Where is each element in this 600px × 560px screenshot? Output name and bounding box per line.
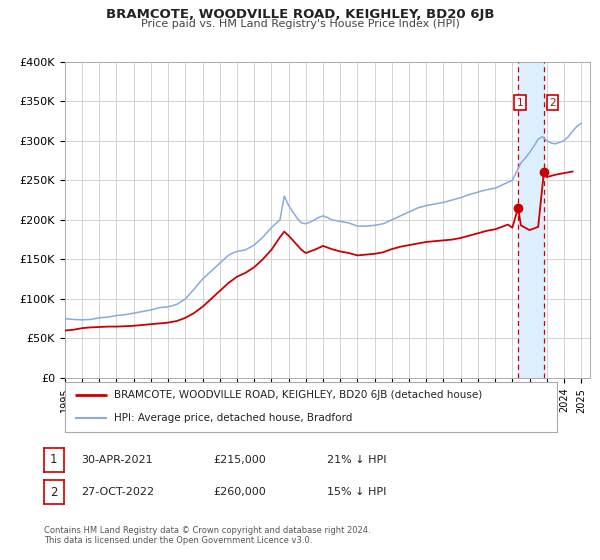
- Text: 27-OCT-2022: 27-OCT-2022: [81, 487, 154, 497]
- Text: £260,000: £260,000: [213, 487, 266, 497]
- Text: This data is licensed under the Open Government Licence v3.0.: This data is licensed under the Open Gov…: [44, 536, 312, 545]
- Text: HPI: Average price, detached house, Bradford: HPI: Average price, detached house, Brad…: [114, 413, 352, 423]
- Text: £215,000: £215,000: [213, 455, 266, 465]
- Text: 1: 1: [517, 98, 523, 108]
- Text: 1: 1: [50, 453, 58, 466]
- Text: 15% ↓ HPI: 15% ↓ HPI: [327, 487, 386, 497]
- Text: 30-APR-2021: 30-APR-2021: [81, 455, 152, 465]
- Text: 21% ↓ HPI: 21% ↓ HPI: [327, 455, 386, 465]
- Bar: [518, 62, 544, 378]
- Text: Price paid vs. HM Land Registry's House Price Index (HPI): Price paid vs. HM Land Registry's House …: [140, 19, 460, 29]
- Text: BRAMCOTE, WOODVILLE ROAD, KEIGHLEY, BD20 6JB (detached house): BRAMCOTE, WOODVILLE ROAD, KEIGHLEY, BD20…: [114, 390, 482, 399]
- Text: BRAMCOTE, WOODVILLE ROAD, KEIGHLEY, BD20 6JB: BRAMCOTE, WOODVILLE ROAD, KEIGHLEY, BD20…: [106, 8, 494, 21]
- Text: 2: 2: [549, 98, 556, 108]
- Text: Contains HM Land Registry data © Crown copyright and database right 2024.: Contains HM Land Registry data © Crown c…: [44, 526, 370, 535]
- Text: 2: 2: [50, 486, 58, 499]
